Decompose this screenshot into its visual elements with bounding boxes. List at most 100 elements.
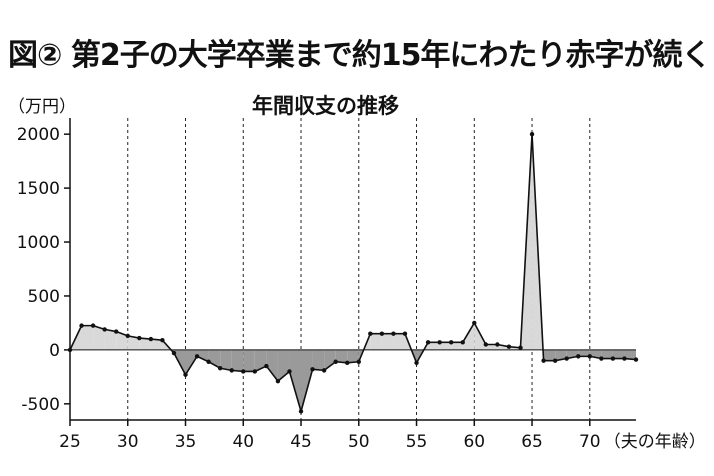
data-point-45 [298,409,304,414]
y-tick-label-500: 500 [28,287,60,307]
data-point-38 [217,366,223,371]
surplus-fill-2 [93,325,105,350]
deficit-fill-23 [324,349,336,371]
data-point-54 [402,331,408,336]
deficit-fill-22 [312,349,325,371]
y-tick-label-0: 0 [49,341,60,361]
y-tick-label-1000: 1000 [17,233,60,253]
surplus-fill-7 [150,339,163,350]
surplus-fill-30 [393,333,405,350]
data-point-42 [264,363,269,369]
data-point-43 [275,378,281,384]
grid-lines [127,118,591,420]
x-tick-label-65: 65 [521,432,543,452]
x-tick-label-40: 40 [232,432,254,452]
data-point-70 [587,354,592,359]
data-point-52 [379,331,385,336]
surplus-fill-40 [485,344,498,350]
x-axis-title: （夫の年齢） [604,432,706,452]
deficit-fill-52 [612,349,625,359]
data-point-33 [160,337,165,343]
deficit-fill-17 [254,349,267,372]
surplus-fill-6 [139,338,151,350]
surplus-fill-1 [81,325,94,350]
y-tick-label-1500: 1500 [17,179,60,199]
surplus-fill-36 [439,342,452,350]
data-point-71 [599,356,604,361]
data-point-73 [622,356,627,361]
deficit-fill-53 [624,349,636,360]
data-point-37 [206,359,211,364]
data-point-49 [345,360,350,366]
data-point-55 [414,360,419,366]
data-point-63 [506,344,512,349]
deficit-fill-13 [208,349,221,369]
balance-area-fills [70,134,636,412]
deficit-fill-15 [231,349,244,372]
data-point-35 [183,372,188,377]
x-tick-label-35: 35 [175,432,197,452]
deficit-fill-20 [289,349,302,412]
deficit-fill-16 [243,349,255,372]
data-point-31 [137,335,142,341]
x-tick-label-45: 45 [290,432,312,452]
deficit-fill-12 [197,349,209,362]
chart-subtitle: 年間収支の推移 [252,94,399,118]
deficit-fill-14 [220,349,232,371]
data-point-65 [529,131,535,137]
axes [64,118,636,426]
data-point-68 [564,356,569,361]
data-point-27 [90,323,96,328]
y-axis-unit-label: （万円） [8,97,76,117]
tick-labels: -500 0 500 1000 1500 2000 25 30 35 40 45 50 55 60 65 70… [17,125,706,452]
data-point-53 [391,331,396,336]
data-point-50 [356,359,361,364]
balance-series [67,131,639,414]
surplus-fill-37 [451,342,463,350]
data-point-26 [79,323,84,328]
data-point-56 [425,340,431,345]
data-point-32 [148,336,154,342]
data-point-64 [518,345,523,350]
deficit-fill-11 [185,349,198,375]
deficit-fill-49 [578,349,590,357]
data-point-61 [483,342,489,347]
data-point-69 [576,354,581,359]
data-point-74 [633,357,639,362]
surplus-fill-5 [127,335,140,350]
surplus-fill-35 [428,342,440,350]
surplus-fill-29 [381,333,394,350]
deficit-fill-25 [347,349,359,363]
data-point-40 [241,369,246,374]
y-tick-label--500: -500 [21,395,60,415]
data-point-51 [368,331,373,336]
data-point-41 [252,369,258,374]
x-tick-label-30: 30 [117,432,139,452]
data-point-58 [448,340,454,345]
deficit-fill-47 [555,349,567,361]
x-tick-label-50: 50 [348,432,370,452]
deficit-fill-18 [266,349,278,382]
data-point-62 [495,342,500,347]
deficit-fill-46 [543,349,556,361]
deficit-fill-21 [301,349,313,412]
data-point-25 [67,347,73,353]
balance-line [69,133,637,413]
x-tick-label-25: 25 [59,432,81,452]
data-point-59 [460,340,465,345]
data-point-36 [194,354,200,359]
data-point-48 [333,359,338,364]
data-point-60 [472,320,477,326]
data-point-46 [310,367,315,372]
data-point-66 [541,358,546,363]
surplus-fill-4 [116,331,128,350]
surplus-fill-3 [104,329,117,350]
surplus-fill-28 [370,333,382,350]
surplus-fill-38 [462,322,475,350]
data-point-28 [102,327,107,332]
data-point-44 [287,369,292,374]
figure-title: 図② 第2子の大学卒業まで約15年にわたり赤字が続く [8,38,711,73]
data-point-72 [610,356,616,361]
data-point-29 [114,329,119,334]
